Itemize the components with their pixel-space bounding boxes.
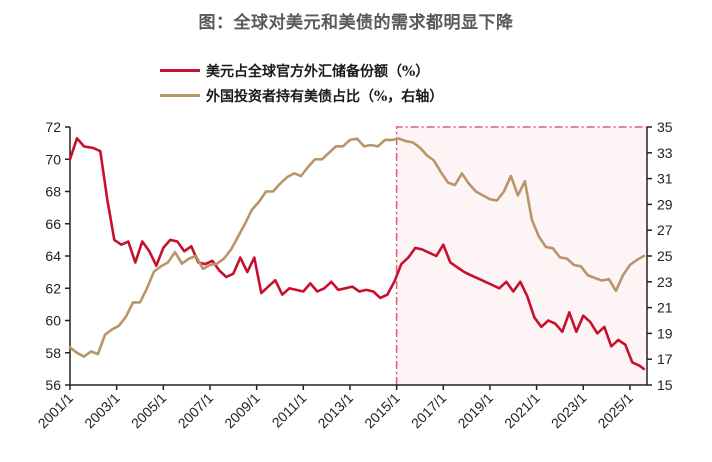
x-tick-label: 2017/1 (408, 390, 450, 432)
x-tick-label: 2009/1 (221, 390, 263, 432)
legend-label: 美元占全球官方外汇储备份额（%） (206, 63, 430, 80)
right-tick-label: 25 (657, 248, 673, 264)
right-tick-label: 15 (657, 377, 673, 393)
right-tick-label: 29 (657, 196, 673, 212)
left-tick-label: 72 (45, 119, 61, 135)
series-lines (68, 137, 646, 371)
legend-item-foreign-treasury-share: 外国投资者持有美债占比（%，右轴） (160, 83, 443, 108)
x-tick-label: 2025/1 (594, 390, 636, 432)
left-tick-label: 62 (45, 280, 61, 296)
legend-swatch-tan (160, 94, 200, 97)
series-line-usd-reserve-share (68, 137, 646, 371)
right-tick-label: 33 (657, 145, 673, 161)
x-tick-label: 2005/1 (128, 390, 170, 432)
right-tick-label: 19 (657, 325, 673, 341)
left-tick-label: 68 (45, 184, 61, 200)
left-tick-label: 56 (45, 377, 61, 393)
x-tick-label: 2003/1 (81, 390, 123, 432)
legend-item-usd-reserve-share: 美元占全球官方外汇储备份额（%） (160, 58, 443, 83)
x-tick-label: 2011/1 (269, 390, 310, 431)
right-tick-label: 17 (657, 351, 673, 367)
x-tick-label: 2013/1 (314, 390, 356, 432)
highlight-border (395, 126, 647, 385)
series-line-foreign-treasury-share (68, 137, 646, 358)
legend-swatch-red (160, 69, 200, 72)
chart-title: 图：全球对美元和美债的需求都明显下降 (198, 13, 514, 32)
x-tick-label: 2019/1 (454, 390, 496, 432)
right-tick-label: 27 (657, 222, 673, 238)
left-tick-label: 70 (45, 151, 61, 167)
right-tick-label: 35 (657, 119, 673, 135)
legend-label: 外国投资者持有美债占比（%，右轴） (206, 88, 444, 105)
x-tick-label: 2021/1 (501, 390, 543, 432)
x-tick-label: 2015/1 (361, 390, 403, 432)
right-tick-label: 31 (657, 171, 673, 187)
left-tick-label: 66 (45, 216, 61, 232)
x-tick-label: 2001/1 (35, 390, 77, 432)
x-tick-label: 2007/1 (175, 390, 217, 432)
right-tick-label: 21 (657, 300, 673, 316)
legend: 美元占全球官方外汇储备份额（%） 外国投资者持有美债占比（%，右轴） (160, 58, 443, 108)
left-tick-label: 64 (45, 248, 61, 264)
x-tick-label: 2023/1 (548, 390, 590, 432)
left-tick-label: 58 (45, 345, 61, 361)
right-tick-label: 23 (657, 274, 673, 290)
left-tick-label: 60 (45, 313, 61, 329)
